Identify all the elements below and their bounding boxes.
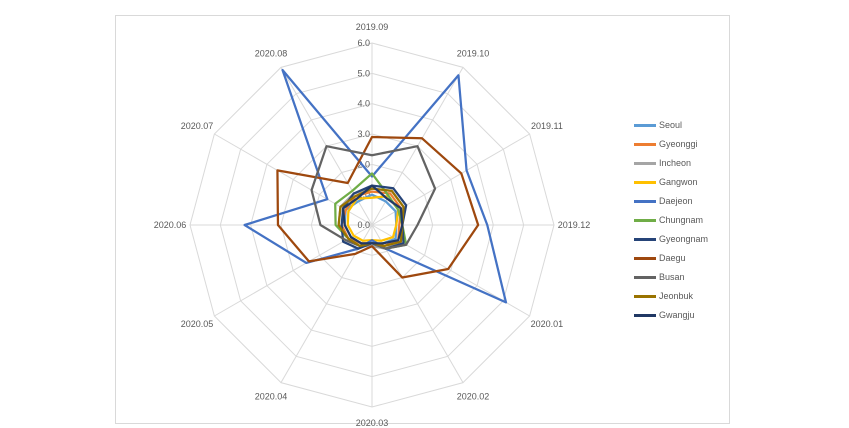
legend-item: Gwangju (634, 309, 695, 321)
legend-swatch (634, 199, 656, 203)
legend-swatch (634, 161, 656, 165)
chart-area (115, 15, 730, 424)
legend-item: Daejeon (634, 195, 693, 207)
radial-tick-label: 4.0 (357, 99, 370, 109)
series-lines (243, 68, 508, 304)
legend-label: Gangwon (659, 177, 698, 187)
legend-swatch (634, 313, 656, 317)
radial-tick-label: 0.0 (357, 220, 370, 230)
radial-tick-label: 2.0 (357, 159, 370, 169)
legend-label: Gyeonggi (659, 139, 698, 149)
legend-item: Seoul (634, 119, 682, 131)
category-labels: 2019.09 2019.10 2019.11 2019.12 2020.01 2020.… (154, 22, 591, 428)
grid-spoke (280, 224, 373, 383)
category-label: 2020.03 (356, 418, 389, 428)
category-label: 2020.04 (255, 391, 288, 401)
legend-label: Gwangju (659, 310, 695, 320)
category-label: 2019.10 (457, 49, 490, 59)
legend-swatch (634, 123, 656, 127)
legend-label: Incheon (659, 158, 692, 168)
legend-item: Incheon (634, 157, 691, 169)
legend-swatch (634, 294, 656, 298)
category-label: 2019.09 (356, 22, 389, 32)
legend-label: Daegu (659, 253, 686, 263)
grid-spoke (371, 224, 464, 383)
legend-item: Daegu (634, 252, 686, 264)
legend-item: Gyeonggi (634, 138, 698, 150)
radial-tick-label: 6.0 (357, 38, 370, 48)
category-label: 2020.08 (255, 49, 288, 59)
series-daegu-line (276, 135, 480, 279)
legend-swatch (634, 218, 656, 222)
category-label: 2020.05 (181, 319, 214, 329)
legend-item: Gangwon (634, 176, 698, 188)
legend-swatch (634, 256, 656, 260)
category-label: 2020.06 (154, 220, 187, 230)
radial-tick-label: 5.0 (357, 68, 370, 78)
series-daejeon-line (243, 68, 508, 304)
legend-swatch (634, 237, 656, 241)
legend-label: Jeonbuk (659, 291, 694, 301)
legend-label: Gyeongnam (659, 234, 709, 244)
category-label: 2020.02 (457, 391, 490, 401)
radial-tick-label: 3.0 (357, 129, 370, 139)
legend-label: Seoul (659, 120, 683, 130)
category-label: 2019.11 (531, 121, 563, 131)
legend-swatch (634, 180, 656, 184)
series-gwangju-line (341, 184, 404, 245)
category-label: 2019.12 (558, 220, 591, 230)
legend-item: Chungnam (634, 214, 703, 226)
category-label: 2020.01 (531, 319, 564, 329)
legend-item: Gyeongnam (634, 233, 708, 245)
legend-item: Jeonbuk (634, 290, 693, 302)
legend-item: Busan (634, 271, 685, 283)
legend-swatch (634, 275, 656, 279)
category-label: 2020.07 (181, 121, 214, 131)
legend-label: Chungnam (659, 215, 704, 225)
legend-swatch (634, 142, 656, 146)
legend-label: Daejeon (659, 196, 693, 206)
legend-label: Busan (659, 272, 685, 282)
